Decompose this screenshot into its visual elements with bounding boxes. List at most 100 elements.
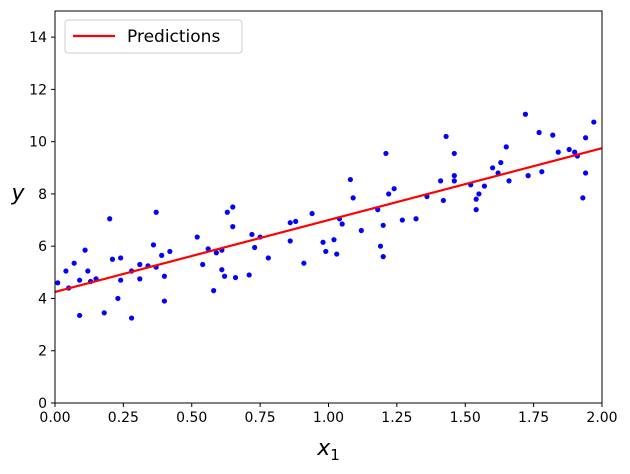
data-point	[309, 210, 315, 217]
data-point	[109, 256, 116, 262]
data-point	[118, 255, 124, 261]
data-point	[320, 239, 326, 245]
x-axis-label-base: x	[316, 436, 331, 461]
data-point	[137, 276, 143, 282]
data-point	[550, 132, 556, 138]
y-tick-label: 0	[38, 396, 47, 412]
data-point	[377, 243, 384, 249]
y-tick-label: 6	[38, 239, 47, 255]
data-points	[55, 111, 597, 321]
data-point	[555, 149, 561, 155]
data-point	[481, 183, 487, 189]
x-tick-label: 1.50	[450, 410, 481, 426]
data-point	[522, 111, 529, 117]
data-point	[380, 222, 386, 228]
x-tick-label: 0.50	[176, 410, 207, 426]
data-point	[205, 246, 211, 252]
y-tick-label: 8	[38, 187, 47, 203]
data-point	[506, 178, 512, 184]
data-point	[347, 176, 353, 183]
data-point	[161, 298, 167, 304]
data-point	[580, 195, 586, 201]
data-point	[221, 273, 228, 279]
data-point	[287, 220, 293, 226]
data-point	[323, 248, 329, 255]
data-point	[82, 247, 88, 253]
x-axis-label: x1	[316, 436, 340, 464]
data-point	[443, 133, 449, 140]
data-point	[224, 209, 230, 215]
data-point	[63, 268, 69, 274]
data-point	[287, 238, 293, 244]
data-point	[440, 197, 446, 204]
data-point	[137, 261, 143, 268]
data-point	[77, 277, 83, 283]
legend: Predictions	[64, 19, 243, 54]
data-point	[230, 224, 236, 230]
data-point	[473, 196, 479, 202]
data-point	[503, 144, 509, 150]
data-point	[230, 204, 236, 210]
data-point	[525, 173, 531, 179]
data-point	[536, 129, 542, 136]
x-tick-label: 0.75	[245, 410, 276, 426]
data-point	[293, 218, 299, 224]
data-point	[358, 227, 364, 234]
x-tick-label: 1.75	[518, 410, 549, 426]
x-tick-label: 2.00	[586, 410, 617, 426]
plot-area	[55, 11, 602, 403]
data-point	[219, 267, 225, 273]
data-point	[265, 255, 271, 261]
y-axis-label: y	[10, 181, 25, 206]
data-point	[232, 274, 239, 281]
data-point	[159, 252, 165, 258]
data-point	[249, 231, 255, 238]
data-point	[380, 254, 386, 260]
data-point	[413, 216, 419, 222]
data-point	[451, 173, 457, 179]
x-tick-label: 0.00	[39, 410, 70, 426]
data-point	[85, 268, 91, 274]
data-point	[350, 195, 356, 201]
data-point	[153, 209, 159, 215]
x-tick-label: 1.00	[313, 410, 344, 426]
data-point	[334, 251, 340, 257]
data-point	[386, 191, 392, 197]
data-point	[490, 165, 496, 171]
data-point	[167, 248, 173, 255]
data-point	[118, 277, 124, 283]
prediction-series	[54, 147, 603, 293]
data-point	[213, 250, 219, 256]
data-point	[582, 135, 589, 141]
data-point	[115, 295, 121, 302]
data-point	[161, 273, 167, 279]
data-point	[572, 149, 578, 155]
data-point	[200, 261, 206, 268]
x-axis-ticks: 0.00 0.25 0.50 0.75 1.00 1.25 1.50 1.75 2.00	[39, 403, 618, 426]
y-tick-label: 4	[38, 291, 47, 307]
data-point	[391, 186, 397, 192]
data-point	[591, 119, 597, 125]
x-axis-label-subscript: 1	[330, 446, 340, 464]
x-tick-label: 1.25	[381, 410, 412, 426]
legend-label-predictions: Predictions	[127, 27, 220, 47]
data-point	[451, 178, 457, 184]
data-point	[301, 260, 307, 266]
data-point	[399, 217, 405, 223]
data-point	[77, 312, 83, 319]
y-tick-label: 2	[38, 344, 47, 360]
data-point	[582, 170, 589, 176]
data-point	[101, 310, 107, 316]
data-point	[128, 315, 135, 321]
data-point	[194, 234, 200, 240]
data-point	[211, 288, 217, 294]
y-axis-ticks: 0 2 4 6 8 10 12 14	[29, 30, 55, 412]
data-point	[539, 169, 545, 175]
data-point	[55, 280, 61, 286]
data-point	[451, 150, 457, 157]
y-tick-label: 14	[29, 30, 47, 46]
data-point	[150, 242, 157, 248]
data-point	[473, 207, 479, 213]
